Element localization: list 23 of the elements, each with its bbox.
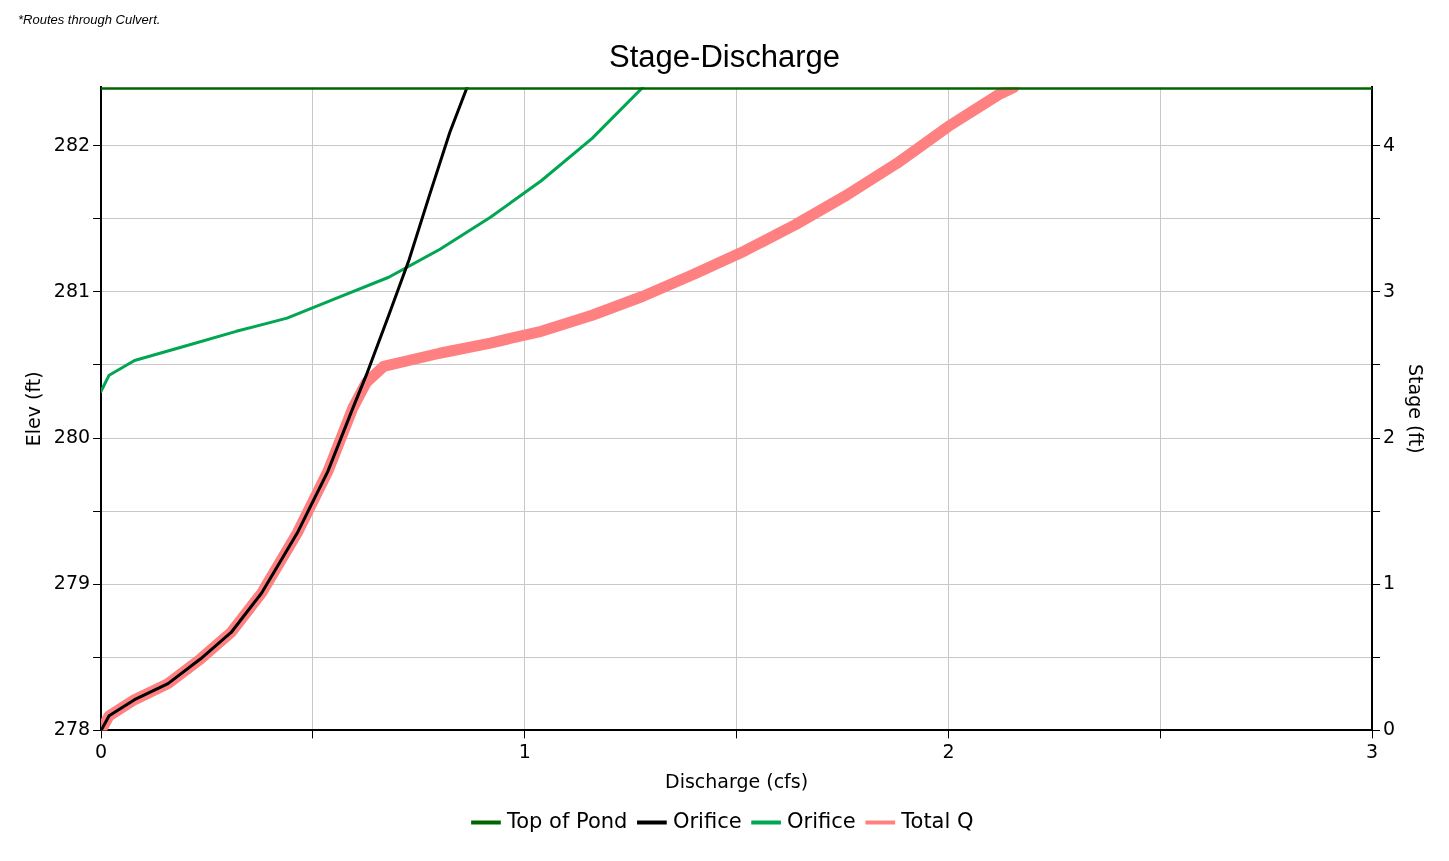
chart-title: Stage-Discharge <box>609 39 840 75</box>
legend-label: Orifice <box>672 808 742 833</box>
x-axis-title: Discharge (cfs) <box>665 769 809 792</box>
y-tick-label: 281 <box>53 278 91 301</box>
y2-tick-label: 0 <box>1383 717 1396 740</box>
y-tick-label: 278 <box>53 717 91 740</box>
legend-label: Orifice <box>787 808 856 833</box>
y2-tick-label: 1 <box>1383 571 1396 594</box>
y2-tick-label: 2 <box>1383 424 1396 447</box>
legend-label: Total Q <box>900 808 974 833</box>
text: *Routes through Culvert. <box>18 12 161 28</box>
y-tick-label: 279 <box>53 571 91 594</box>
x-tick-label: 0 <box>95 739 108 762</box>
x-tick-label: 1 <box>518 739 531 762</box>
y-axis-title: Elev (ft) <box>22 371 45 447</box>
x-tick-label: 2 <box>942 739 955 762</box>
y2-tick-label: 3 <box>1383 278 1396 301</box>
y-tick-label: 282 <box>53 132 91 155</box>
legend-label: Top of Pond <box>505 808 628 833</box>
y-tick-label: 280 <box>53 424 91 447</box>
y2-tick-label: 4 <box>1383 132 1396 155</box>
x-tick-label: 3 <box>1366 739 1379 762</box>
y2-axis-title: Stage (ft) <box>1404 364 1427 454</box>
